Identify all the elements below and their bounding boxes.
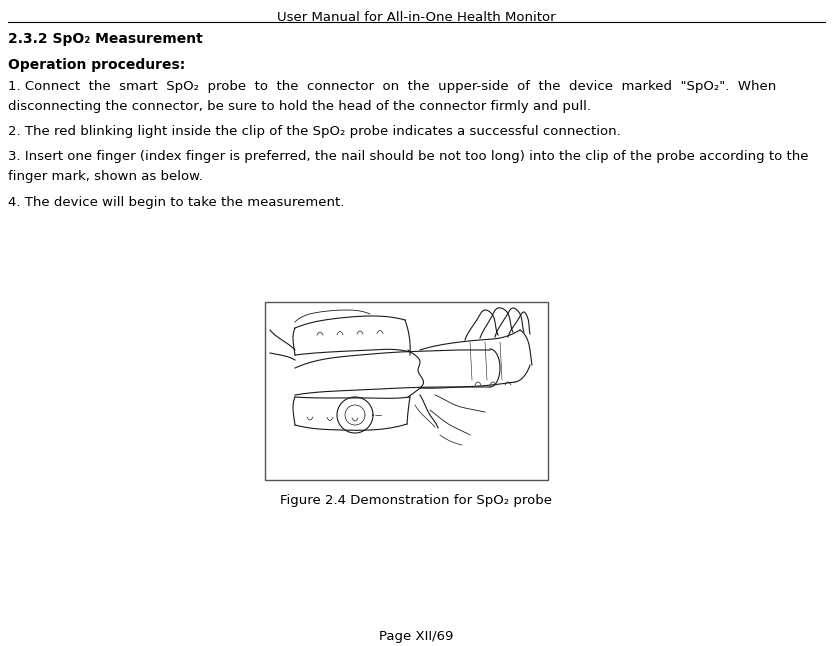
Text: 2. The red blinking light inside the clip of the SpO₂ probe indicates a successf: 2. The red blinking light inside the cli… <box>8 125 621 138</box>
Text: 2.3.2 SpO₂ Measurement: 2.3.2 SpO₂ Measurement <box>8 32 202 46</box>
Text: Operation procedures:: Operation procedures: <box>8 58 185 72</box>
Text: disconnecting the connector, be sure to hold the head of the connector firmly an: disconnecting the connector, be sure to … <box>8 100 591 113</box>
Text: finger mark, shown as below.: finger mark, shown as below. <box>8 170 203 183</box>
Text: 1. Connect  the  smart  SpO₂  probe  to  the  connector  on  the  upper-side  of: 1. Connect the smart SpO₂ probe to the c… <box>8 80 776 93</box>
Text: User Manual for All-in-One Health Monitor: User Manual for All-in-One Health Monito… <box>277 11 556 24</box>
Bar <box>265 302 548 480</box>
Text: 4. The device will begin to take the measurement.: 4. The device will begin to take the mea… <box>8 196 344 209</box>
Text: Figure 2.4 Demonstration for SpO₂ probe: Figure 2.4 Demonstration for SpO₂ probe <box>281 494 552 507</box>
Text: 3. Insert one finger (index finger is preferred, the nail should be not too long: 3. Insert one finger (index finger is pr… <box>8 150 809 163</box>
Text: Page XII/69: Page XII/69 <box>379 630 454 643</box>
